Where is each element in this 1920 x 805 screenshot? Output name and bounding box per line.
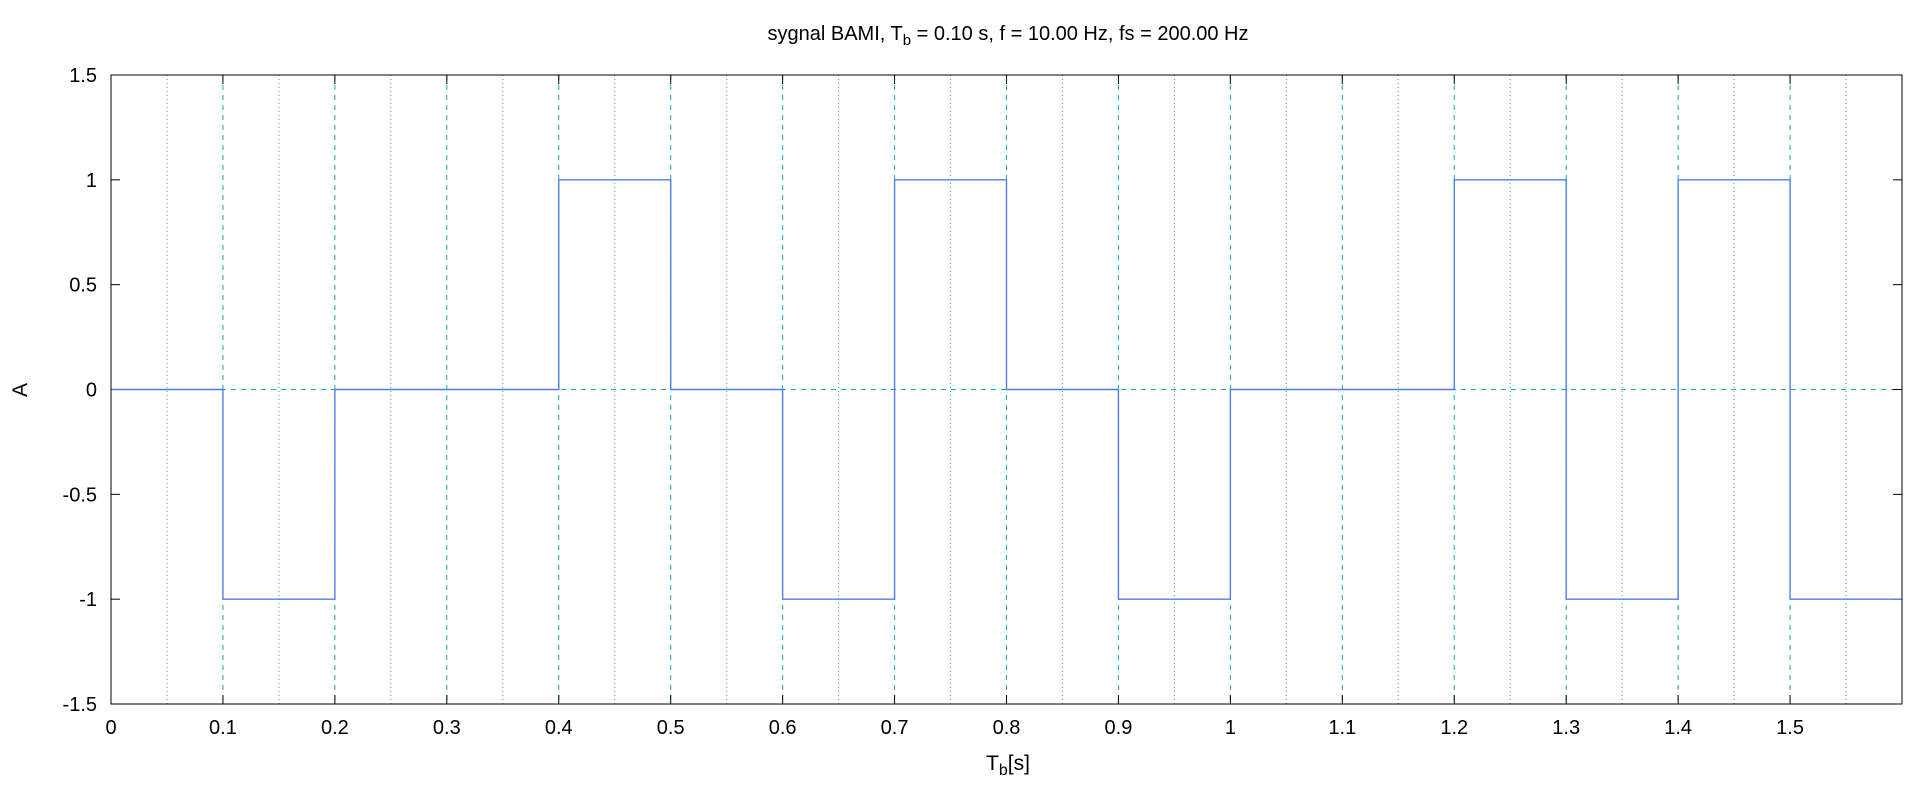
x-tick-label: 0.5 [657, 717, 685, 739]
x-axis-label: Tb[s] [986, 752, 1030, 779]
x-tick-label: 1 [1225, 717, 1236, 739]
y-tick-label: 1.5 [69, 65, 97, 87]
chart-title-suffix: = 0.10 s, f = 10.00 Hz, fs = 200.00 Hz [911, 23, 1248, 45]
signal-series-line [111, 179, 1902, 600]
y-tick-label: -1 [79, 589, 97, 611]
x-tick-label: 1.2 [1440, 717, 1468, 739]
chart-title: sygnal BAMI, Tb = 0.10 s, f = 10.00 Hz, … [768, 23, 1249, 49]
x-tick-label: 0.3 [433, 717, 461, 739]
x-tick-label: 1.4 [1664, 717, 1692, 739]
x-tick-label: 0 [105, 717, 116, 739]
x-tick-label: 0.4 [545, 717, 573, 739]
x-axis-label-suffix: [s] [1008, 752, 1030, 775]
y-tick-label: -1.5 [63, 694, 97, 716]
x-tick-label: 0.2 [321, 717, 349, 739]
y-tick-label: 0 [86, 380, 97, 402]
chart-title-subscript: b [903, 32, 911, 49]
x-axis-label-subscript: b [999, 762, 1008, 779]
y-tick-label: -0.5 [63, 484, 97, 506]
y-tick-labels: -1.5 -1 -0.5 0 0.5 1 1.5 [63, 65, 97, 716]
signal-layer [111, 179, 1902, 600]
y-tick-label: 1 [86, 170, 97, 192]
x-tick-label: 0.9 [1105, 717, 1133, 739]
x-tick-label: 1.5 [1776, 717, 1804, 739]
x-tick-label: 1.1 [1328, 717, 1356, 739]
x-tick-label: 0.7 [881, 717, 909, 739]
x-tick-label: 0.8 [993, 717, 1021, 739]
x-tick-label: 0.6 [769, 717, 797, 739]
x-axis-label-main: T [986, 752, 999, 775]
x-tick-label: 0.1 [209, 717, 237, 739]
chart-title-prefix: sygnal BAMI, T [768, 23, 903, 45]
x-tick-label: 1.3 [1552, 717, 1580, 739]
x-tick-labels: 0 0.1 0.2 0.3 0.4 0.5 0.6 0.7 0.8 0.9 1 1.1 1.2 1.3 1.… [105, 717, 1804, 739]
y-axis-label: A [9, 383, 32, 397]
y-tick-label: 0.5 [69, 275, 97, 297]
plot-area-frame [110, 74, 1903, 705]
